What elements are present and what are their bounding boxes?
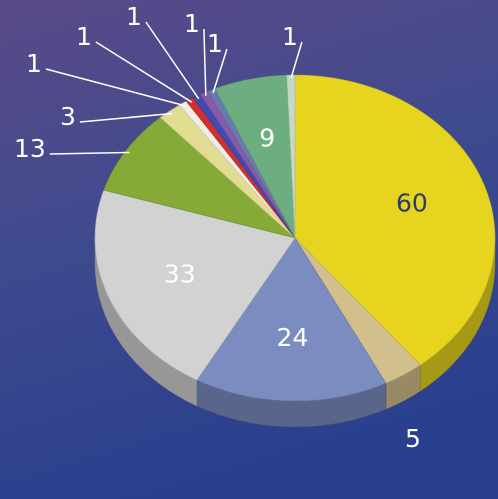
leader-line xyxy=(203,28,207,96)
data-label: 1 xyxy=(184,9,200,38)
data-label: 13 xyxy=(14,134,46,163)
data-label: 1 xyxy=(26,49,42,78)
pie-slice xyxy=(294,74,496,366)
leader-line xyxy=(145,21,200,100)
pie-slice xyxy=(196,237,387,402)
leader-line xyxy=(79,112,173,123)
pie-slices xyxy=(94,74,496,402)
data-label: 5 xyxy=(405,424,421,453)
data-label: 33 xyxy=(164,259,196,288)
pie-slice xyxy=(94,189,296,381)
pie-sides xyxy=(94,237,496,428)
data-label: 1 xyxy=(282,22,298,51)
data-label: 1 xyxy=(76,22,92,51)
pie-slice xyxy=(103,117,296,239)
leader-line xyxy=(212,48,228,94)
data-label: 9 xyxy=(259,124,275,153)
leader-line xyxy=(290,41,303,79)
data-label: 1 xyxy=(126,2,142,31)
pie-slice xyxy=(286,74,296,239)
leader-line xyxy=(49,151,130,155)
data-label: 60 xyxy=(396,188,428,217)
data-label: 1 xyxy=(207,29,223,58)
leader-line xyxy=(45,68,186,107)
data-label: 3 xyxy=(60,102,76,131)
leader-line xyxy=(95,41,193,103)
data-label: 24 xyxy=(277,323,309,352)
